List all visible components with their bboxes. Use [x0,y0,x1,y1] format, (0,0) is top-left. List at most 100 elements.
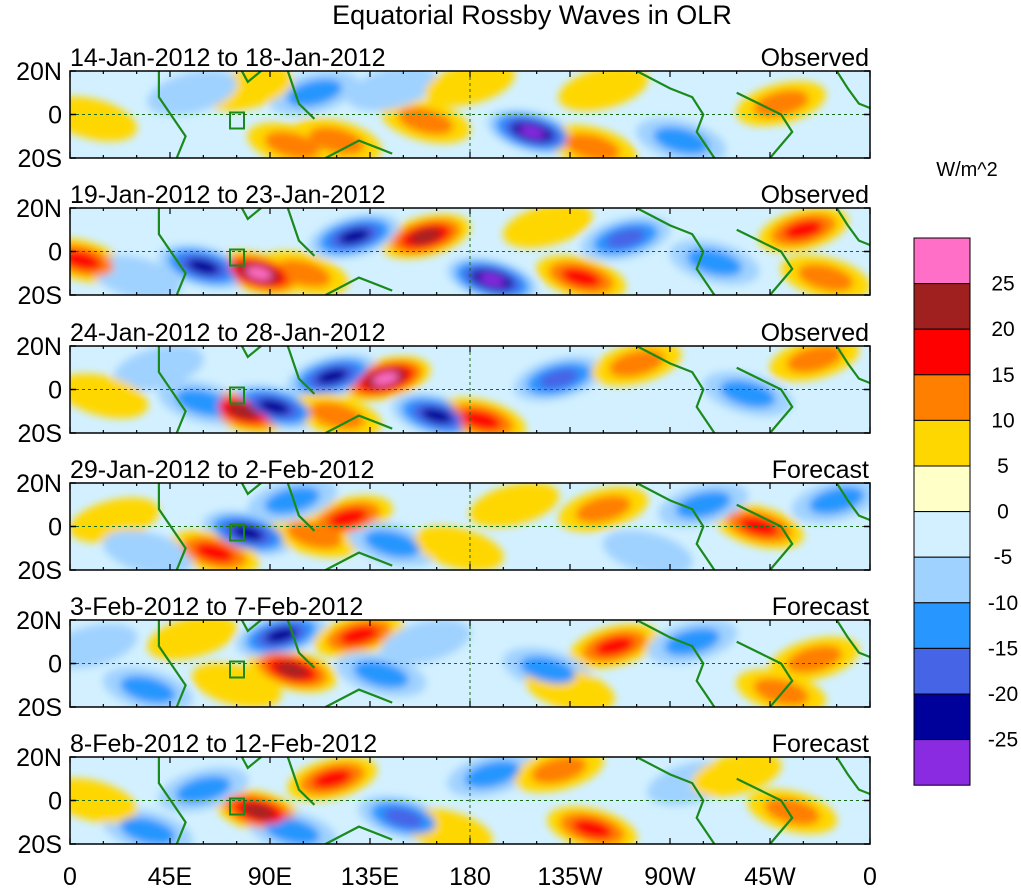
region-box [229,248,245,267]
y-tick-label: 20N [16,58,62,86]
y-tick-label: 20S [18,557,62,585]
anomaly-cell [312,768,353,789]
anomaly-cell [783,219,824,240]
anomaly-cell [469,483,560,528]
y-tick-label: 20N [16,470,62,498]
anomaly-cell [664,628,720,656]
anomaly-cell [797,263,854,292]
colorbar-swatch [913,602,971,649]
panel-2: 19-Jan-2012 to 23-Jan-2012 Observed 20N 0 20… [16,181,871,310]
panel-4: 29-Jan-2012 to 2-Feb-2012 Forecast 20N 0 20S [16,456,871,585]
colorbar-label: -25 [988,729,1018,752]
anomaly-cell [232,525,264,541]
coastlines [157,71,870,158]
y-tick-label: 20S [18,145,62,173]
x-tick-label: 90E [248,863,292,890]
anomaly-cell [264,131,320,158]
anomaly-cell [753,89,809,118]
colorbar-label: 15 [991,364,1014,387]
colorbar-label: -5 [994,546,1013,569]
colorbar-swatch [913,419,971,467]
anomaly-cell [575,495,631,523]
anomaly-cell [70,623,138,669]
x-tick-label: 45W [744,863,796,890]
anomaly-cell [397,107,454,135]
anomaly-cell [720,380,776,408]
y-tick-label: 20N [16,333,62,361]
anomaly-cell [572,818,613,839]
anomaly-cell [686,248,743,277]
anomaly-cell [675,491,731,519]
anomaly-cell [479,273,505,287]
y-tick-label: 0 [48,377,62,405]
anomaly-cell [264,486,320,515]
panel-type-label: Forecast [772,456,869,484]
x-tick-label: 135E [341,863,399,890]
panel-period: 29-Jan-2012 to 2-Feb-2012 [70,456,374,484]
colorbar-label: 10 [991,409,1014,432]
anomaly-cell [258,399,291,415]
x-tick-label: 180 [449,863,491,890]
x-tick-label: 45E [148,863,192,890]
y-tick-label: 0 [48,102,62,130]
y-tick-label: 0 [48,651,62,679]
anomaly-cell [70,778,138,823]
y-tick-label: 20N [16,195,62,223]
colorbar-swatch [913,511,971,558]
anomaly-cell [564,133,620,158]
colorbar-swatch [913,556,971,604]
anomaly-cell [102,530,193,570]
anomaly-cell [120,817,176,844]
anomaly-cell [147,620,238,660]
anomaly-cell [809,486,865,515]
anomaly-cell [194,542,235,563]
colorbar-swatch [913,283,971,330]
anomaly-cell [502,208,593,248]
anomaly-cell [316,368,348,385]
colorbar-swatch [913,328,971,376]
anomaly-cell [175,388,231,417]
coastlines [157,757,870,844]
panel-type-label: Observed [761,181,869,209]
anomaly-cell [764,797,820,826]
anomaly-cell [561,267,602,288]
anomaly-cell [786,645,843,673]
anomaly-cell [175,775,231,804]
anomaly-cell [338,625,379,646]
y-tick-label: 0 [48,239,62,267]
anomaly-cell [243,803,275,820]
colorbar-label: 20 [991,318,1014,341]
anomaly-cell [372,372,399,385]
anomaly-cell [120,675,176,704]
colorbar-swatch [913,693,971,741]
coastlines [157,620,870,707]
anomaly-cell [609,349,665,378]
region-box [229,797,245,816]
panel-1: 14-Jan-2012 to 18-Jan-2012 Observed 20N 0 20… [16,44,871,173]
colorbar: W/m^2 25 20 15 10 5 0 -5 -10 -15 -20 -25 [913,159,1018,786]
panel-type-label: Forecast [772,730,869,758]
region-box [229,523,245,542]
colorbar-label: 0 [997,501,1009,524]
anomaly-cell [147,71,238,116]
anomaly-cell [276,662,308,678]
chart-title: Equatorial Rossby Waves in OLR [332,0,732,30]
panel-type-label: Forecast [772,593,869,621]
anomaly-cell [558,71,649,111]
colorbar-swatch [913,237,971,285]
anomaly-cell [383,807,424,828]
anomaly-cell [91,255,182,295]
region-box [229,111,245,130]
anomaly-cell [594,636,635,657]
panel-6: 8-Feb-2012 to 12-Feb-2012 Forecast 20N 0 20S [16,730,871,859]
colorbar-swatch [913,647,971,695]
y-tick-label: 20S [18,282,62,310]
anomaly-cell [602,530,693,570]
colorbar-swatch [913,374,971,421]
anomaly-cell [286,521,343,549]
panel-3: 24-Jan-2012 to 28-Jan-2012 Observed 20N 0 20… [16,319,871,448]
anomaly-cell [70,373,149,419]
colorbar-label: 25 [991,273,1014,296]
x-tick-label: 0 [863,863,877,890]
